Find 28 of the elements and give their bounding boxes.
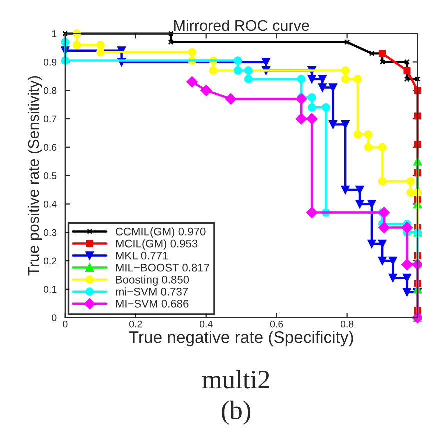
y-tick-label: 0.4 (44, 200, 57, 208)
y-tick-label: 0.5 (44, 172, 57, 180)
y-tick-label: 0.7 (44, 116, 57, 123)
x-tick-label: 0.2 (130, 320, 142, 328)
y-tick-label: 0 (52, 314, 57, 322)
y-tick-label: 0.9 (44, 58, 57, 66)
y-tick-label: 1 (52, 30, 57, 38)
y-tick-label: 0.2 (44, 258, 57, 265)
chart-title: Mirrored ROC curve (174, 20, 310, 32)
legend-label: MIL−BOOST 0.817 (116, 264, 210, 272)
y-tick-label: 0.6 (44, 144, 57, 152)
legend-label: MI−SVM 0.686 (116, 300, 189, 308)
legend-label: mi−SVM 0.737 (116, 288, 188, 296)
legend-label: Boosting 0.850 (116, 276, 190, 286)
x-tick-label: 0.4 (200, 320, 213, 328)
x-tick-label: 0.8 (340, 320, 354, 328)
x-tick-label: 0 (63, 320, 68, 328)
legend-label: CCMIL(GM) 0.970 (116, 228, 206, 238)
legend-label: MKL 0.771 (116, 252, 168, 260)
y-tick-label: 0.3 (44, 229, 57, 236)
text: (b) (222, 400, 251, 425)
y-tick-label: 0.1 (44, 286, 57, 294)
text: multi2 (202, 370, 270, 389)
x-axis-title: True negative rate (Specificity) (129, 331, 354, 347)
x-tick-label: 0.6 (270, 320, 284, 328)
y-axis-title: True positive rate (Sensitivity) (28, 76, 42, 276)
y-tick-label: 0.8 (44, 87, 57, 94)
legend-label: MCIL(GM) 0.953 (116, 240, 198, 250)
